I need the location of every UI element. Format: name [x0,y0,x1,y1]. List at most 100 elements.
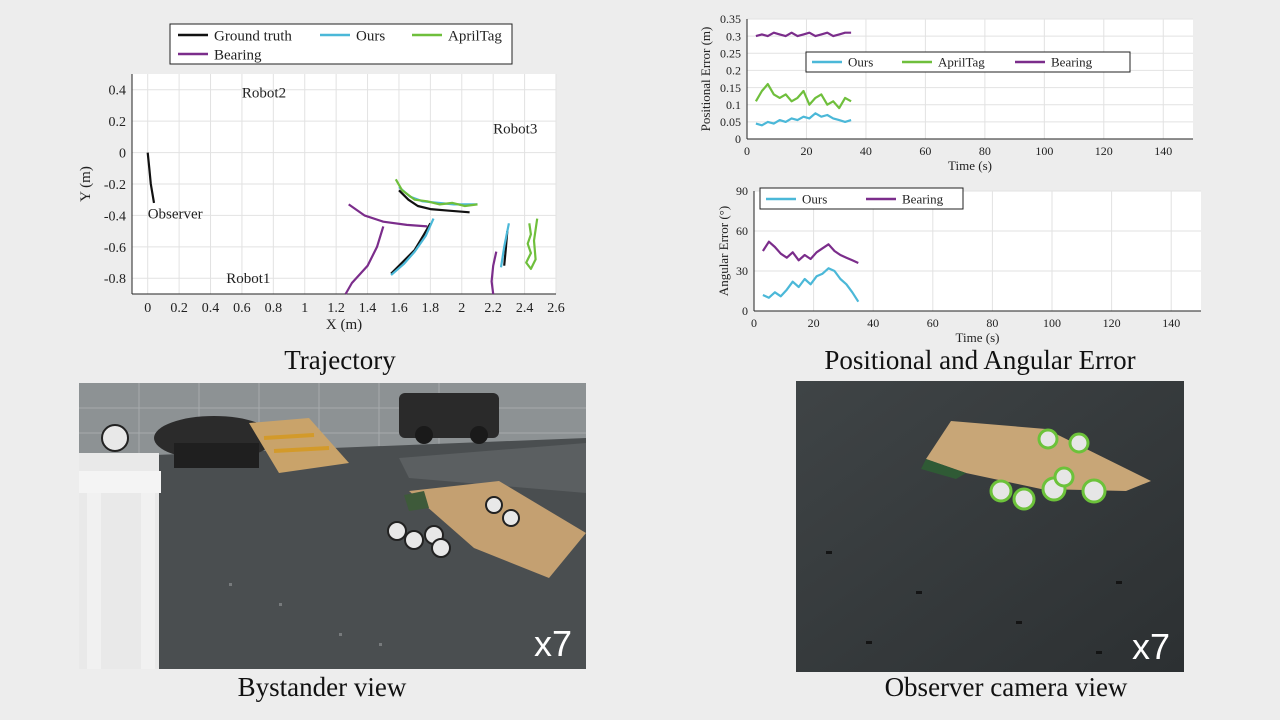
legend-entry: Bearing [902,192,944,207]
x-tick-label: 2.4 [516,301,534,316]
y-axis-label: Angular Error (°) [716,206,731,296]
x-tick-label: 80 [986,316,998,330]
trajectory-chart: 0 0.2 0.4 0.6 0.8 1 1.2 1.4 1.6 1.8 2 2.2 2.4 2.6 0.4 0… [78,23,565,333]
x-tick-label: 80 [979,144,991,158]
x-tick-label: 1.2 [327,301,345,316]
x-tick-label: 0.2 [170,301,188,316]
x-tick-label: 1.6 [390,301,408,316]
x-tick-label: 20 [808,316,820,330]
angular-error-chart-panel: 0 20 40 60 80 100 120 140 0 30 60 90 Time (s) Angular… [690,180,1210,350]
trajectory-caption: Trajectory [284,345,396,375]
y-axis-label: Positional Error (m) [698,27,713,132]
annotation-label: Robot2 [242,86,286,102]
y-tick-label: 30 [736,264,748,278]
series-line-apriltag [754,82,852,110]
y-tick-label: 0.25 [720,46,741,60]
y-tick-label: 60 [736,224,748,238]
x-tick-label: 120 [1103,316,1121,330]
series-line-bearing [348,203,428,228]
x-tick-label: 1 [301,301,308,316]
legend-entry: AprilTag [448,28,502,44]
x-axis-label: X (m) [326,317,362,333]
series-line-apriltag [394,178,478,208]
bystander-speed-label: x7 [533,623,572,664]
bystander-video: x7 [79,383,586,669]
trajectory-chart-panel: 0 0.2 0.4 0.6 0.8 1 1.2 1.4 1.6 1.8 2 2.2 2.4 2.6 0.4 0… [0,0,640,345]
series-line-bearing [490,251,498,295]
annotation-label: Observer [148,207,203,223]
observer-video: x7 [796,381,1184,672]
x-tick-label: 0 [751,316,757,330]
legend-entry: Ours [802,192,827,207]
series-line-bearing [761,240,859,265]
legend-entry: Bearing [214,47,262,63]
legend-box [759,187,964,210]
annotation-label: Robot3 [493,122,537,138]
series-line-bearing [755,31,852,38]
errors-caption: Positional and Angular Error [824,345,1136,375]
y-tick-label: 0 [742,304,748,318]
y-axis-label: Y (m) [78,166,94,202]
angular-error-chart: 0 20 40 60 80 100 120 140 0 30 60 90 Time (s) Angular… [716,184,1201,345]
positional-error-chart: 0 20 40 60 80 100 120 140 0 0.05 0.1 0.15 0.2 0.25 0.3… [698,12,1193,173]
y-tick-label: 0.05 [720,115,741,129]
y-tick-label: 0 [735,132,741,146]
y-tick-label: 0.35 [720,12,741,26]
observer-caption: Observer camera view [884,672,1128,702]
y-tick-label: 0.2 [726,64,741,78]
observer-scene [796,381,1184,672]
x-tick-label: 2 [458,301,465,316]
legend-box [169,23,513,65]
x-tick-label: 0.8 [265,301,283,316]
y-tick-label: 0.15 [720,81,741,95]
y-tick-label: 0.4 [109,84,127,99]
x-tick-label: 2.2 [484,301,502,316]
x-tick-label: 0.4 [202,301,220,316]
y-tick-label: 0.1 [726,98,741,112]
series-line-ground-truth [398,189,470,214]
series-line-ours [390,218,435,276]
x-tick-label: 2.6 [547,301,565,316]
y-tick-label: -0.6 [104,241,126,256]
x-axis-label: Time (s) [956,330,1000,345]
x-tick-label: 1.4 [359,301,377,316]
series-line-ground-truth [146,152,156,204]
legend-entry: Ours [848,55,873,70]
x-tick-label: 1.8 [422,301,440,316]
x-tick-label: 140 [1154,144,1172,158]
bystander-scene [79,383,586,669]
x-tick-label: 40 [867,316,879,330]
x-tick-label: 60 [927,316,939,330]
y-tick-label: -0.4 [104,209,126,224]
y-tick-label: 90 [736,184,748,198]
x-axis-label: Time (s) [948,158,992,173]
series-line-ours [762,267,860,303]
y-tick-label: -0.2 [104,178,126,193]
y-tick-label: -0.8 [104,272,126,287]
plot-area [747,19,1193,139]
legend-entry: Ours [356,28,385,44]
x-tick-label: 60 [919,144,931,158]
legend-entry: Bearing [1051,55,1093,70]
x-tick-label: 40 [860,144,872,158]
observer-speed-label: x7 [1131,626,1170,667]
y-tick-label: 0 [119,146,126,161]
y-tick-label: 0.2 [109,115,127,130]
legend-entry: AprilTag [938,55,985,70]
x-tick-label: 20 [800,144,812,158]
plot-area [754,191,1201,311]
legend-entry: Ground truth [214,28,292,44]
legend-box [805,51,1131,73]
x-tick-label: 120 [1095,144,1113,158]
x-tick-label: 0.6 [233,301,251,316]
x-tick-label: 100 [1043,316,1061,330]
x-tick-label: 0 [144,301,151,316]
annotation-label: Robot1 [226,271,270,287]
bystander-caption: Bystander view [237,672,407,702]
y-tick-label: 0.3 [726,29,741,43]
series-line-bearing [344,226,385,295]
positional-error-chart-panel: 0 20 40 60 80 100 120 140 0 0.05 0.1 0.15 0.2 0.25 0.3… [690,0,1210,185]
x-tick-label: 140 [1162,316,1180,330]
series-line-apriltag [525,218,539,270]
series-line-ours [755,112,852,127]
